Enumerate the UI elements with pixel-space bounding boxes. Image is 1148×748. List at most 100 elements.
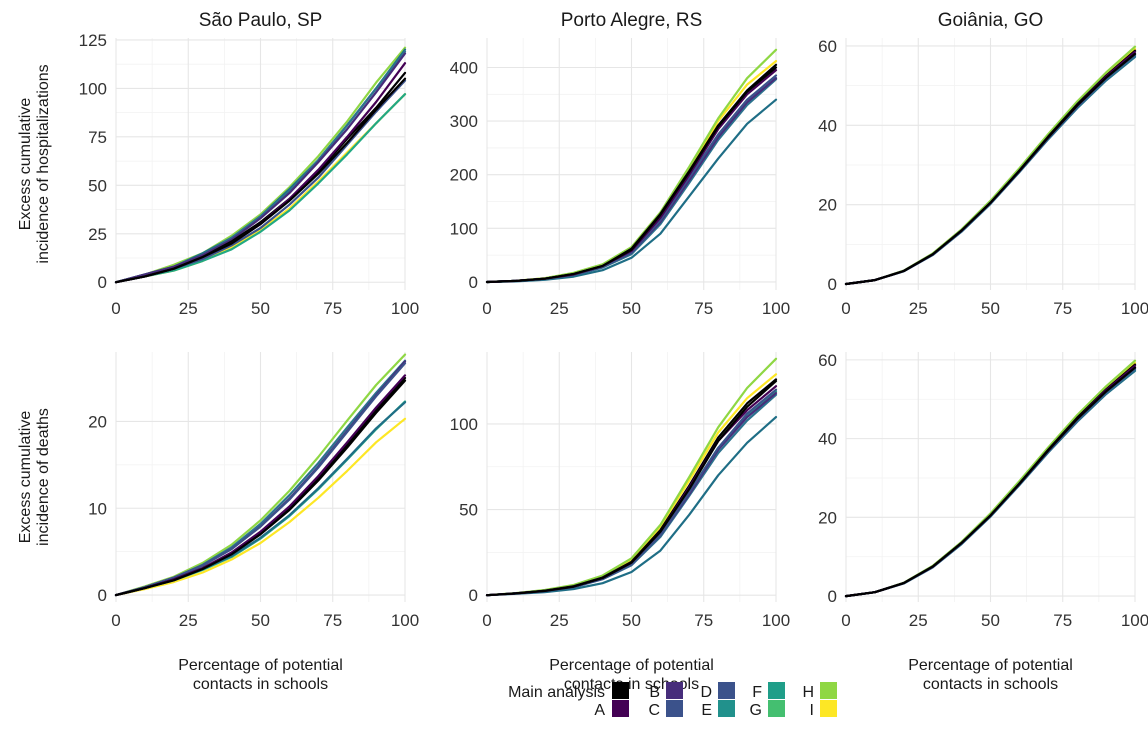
legend-label-i: I [810, 702, 814, 719]
x-tick-label: 75 [323, 611, 342, 630]
panel-1: 0 25 50 75 100 0 25 50 75 100 125 São Paulo, SP Exce… [17, 10, 419, 318]
series-line-h [114, 46, 407, 284]
x-axis-label: Percentage of potential contacts in schoo… [549, 657, 714, 693]
y-tick-label: 0 [828, 587, 837, 606]
legend-swatch-a [612, 700, 629, 717]
panel-5: 0 25 50 75 100 0 50 100 Percentage of potential c… [450, 352, 790, 693]
x-tick-label: 50 [251, 299, 270, 318]
x-tick-label: 75 [1053, 299, 1072, 318]
legend-swatch-h [820, 682, 837, 699]
legend-label-g: G [750, 702, 762, 719]
x-tick-label: 25 [550, 299, 569, 318]
x-tick-label: 0 [482, 299, 491, 318]
series-line-main-analysis [485, 380, 778, 597]
y-tick-label: 20 [88, 412, 107, 431]
panel-3: 0 25 50 75 100 0 20 40 60 Goiânia, GO [818, 10, 1148, 318]
series-line-main-analysis [114, 77, 407, 284]
y-tick-label: 50 [459, 501, 478, 520]
x-tick-label: 75 [1053, 611, 1072, 630]
x-axis-label-line: Percentage of potential [178, 657, 343, 674]
legend-label-c: C [648, 702, 660, 719]
x-tick-label: 0 [841, 611, 850, 630]
x-tick-label: 0 [111, 611, 120, 630]
panel-title: São Paulo, SP [199, 10, 323, 31]
x-axis-label: Percentage of potential contacts in schoo… [178, 657, 343, 693]
x-tick-label: 100 [1121, 299, 1148, 318]
series-line-main-analysis [844, 52, 1137, 286]
legend-label-e: E [701, 702, 712, 719]
y-tick-label: 125 [79, 31, 107, 50]
legend-swatch-e [718, 700, 735, 717]
y-tick-label: 50 [88, 176, 107, 195]
x-tick-label: 100 [1121, 611, 1148, 630]
x-tick-label: 50 [981, 299, 1000, 318]
legend-label-b: B [649, 684, 660, 701]
y-axis-label: Excess cumulativeincidence of deaths [17, 408, 52, 546]
legend-label-d: D [700, 684, 712, 701]
y-axis-label: Excess cumulativeincidence of hospitaliz… [17, 64, 52, 263]
y-tick-label: 0 [98, 586, 107, 605]
y-tick-label: 400 [450, 58, 478, 77]
x-axis-label: Percentage of potential contacts in schoo… [908, 657, 1073, 693]
x-tick-label: 75 [694, 611, 713, 630]
legend-swatch-i [820, 700, 837, 717]
x-tick-label: 25 [550, 611, 569, 630]
y-tick-label: 20 [818, 196, 837, 215]
legend-swatch-b [666, 682, 683, 699]
legend-swatch-d [718, 682, 735, 699]
panel-2: 0 25 50 75 100 0 100 200 300 400 Porto Alegre, RS [450, 10, 791, 318]
x-tick-label: 25 [909, 611, 928, 630]
x-axis-label-line: contacts in schools [193, 676, 328, 693]
x-tick-label: 25 [179, 299, 198, 318]
x-tick-label: 50 [981, 611, 1000, 630]
x-axis-label-line: Percentage of potential [908, 657, 1073, 674]
legend-swatch-g [768, 700, 785, 717]
y-tick-label: 10 [88, 499, 107, 518]
series-line-main-analysis [844, 366, 1137, 598]
x-tick-label: 100 [391, 299, 419, 318]
panel-4: 0 25 50 75 100 0 10 20 Excess cumulativeincidenc… [17, 352, 419, 693]
y-tick-label: 100 [450, 415, 478, 434]
series-line-main-analysis [485, 66, 778, 284]
y-tick-label: 0 [469, 586, 478, 605]
series-line-c [114, 362, 407, 597]
x-tick-label: 100 [762, 299, 790, 318]
legend-swatch-f [768, 682, 785, 699]
panel-6: 0 25 50 75 100 0 20 40 60 Percentage of potential… [818, 351, 1148, 693]
series-line-d [114, 52, 407, 284]
y-tick-label: 40 [818, 430, 837, 449]
x-tick-label: 50 [622, 299, 641, 318]
y-tick-label: 300 [450, 112, 478, 131]
legend-label-f: F [752, 684, 762, 701]
y-tick-label: 200 [450, 166, 478, 185]
y-tick-label: 40 [818, 116, 837, 135]
x-tick-label: 25 [909, 299, 928, 318]
x-tick-label: 0 [841, 299, 850, 318]
x-tick-label: 25 [179, 611, 198, 630]
series-line-i [114, 417, 407, 597]
y-tick-label: 60 [818, 351, 837, 370]
y-tick-label: 0 [98, 273, 107, 292]
y-tick-label: 20 [818, 508, 837, 527]
x-axis-label-line: Percentage of potential [549, 657, 714, 674]
x-tick-label: 75 [694, 299, 713, 318]
series-line-main-analysis [114, 379, 407, 597]
x-axis-label-line: contacts in schools [564, 676, 699, 693]
legend-swatch-c [666, 700, 683, 717]
x-tick-label: 0 [482, 611, 491, 630]
legend-swatch-main [612, 682, 629, 699]
x-tick-label: 0 [111, 299, 120, 318]
y-tick-label: 100 [450, 219, 478, 238]
x-tick-label: 100 [762, 611, 790, 630]
y-tick-label: 100 [79, 79, 107, 98]
y-tick-label: 0 [469, 273, 478, 292]
y-tick-label: 60 [818, 37, 837, 56]
x-axis-label-line: contacts in schools [923, 676, 1058, 693]
y-axis-label-line: Excess cumulative [17, 98, 34, 231]
y-axis-label-line: incidence of hospitalizations [35, 64, 52, 263]
legend-title: Main analysis [508, 684, 605, 701]
y-tick-label: 0 [828, 275, 837, 294]
panel-title: Porto Alegre, RS [561, 10, 703, 31]
series-line-g [114, 93, 407, 284]
